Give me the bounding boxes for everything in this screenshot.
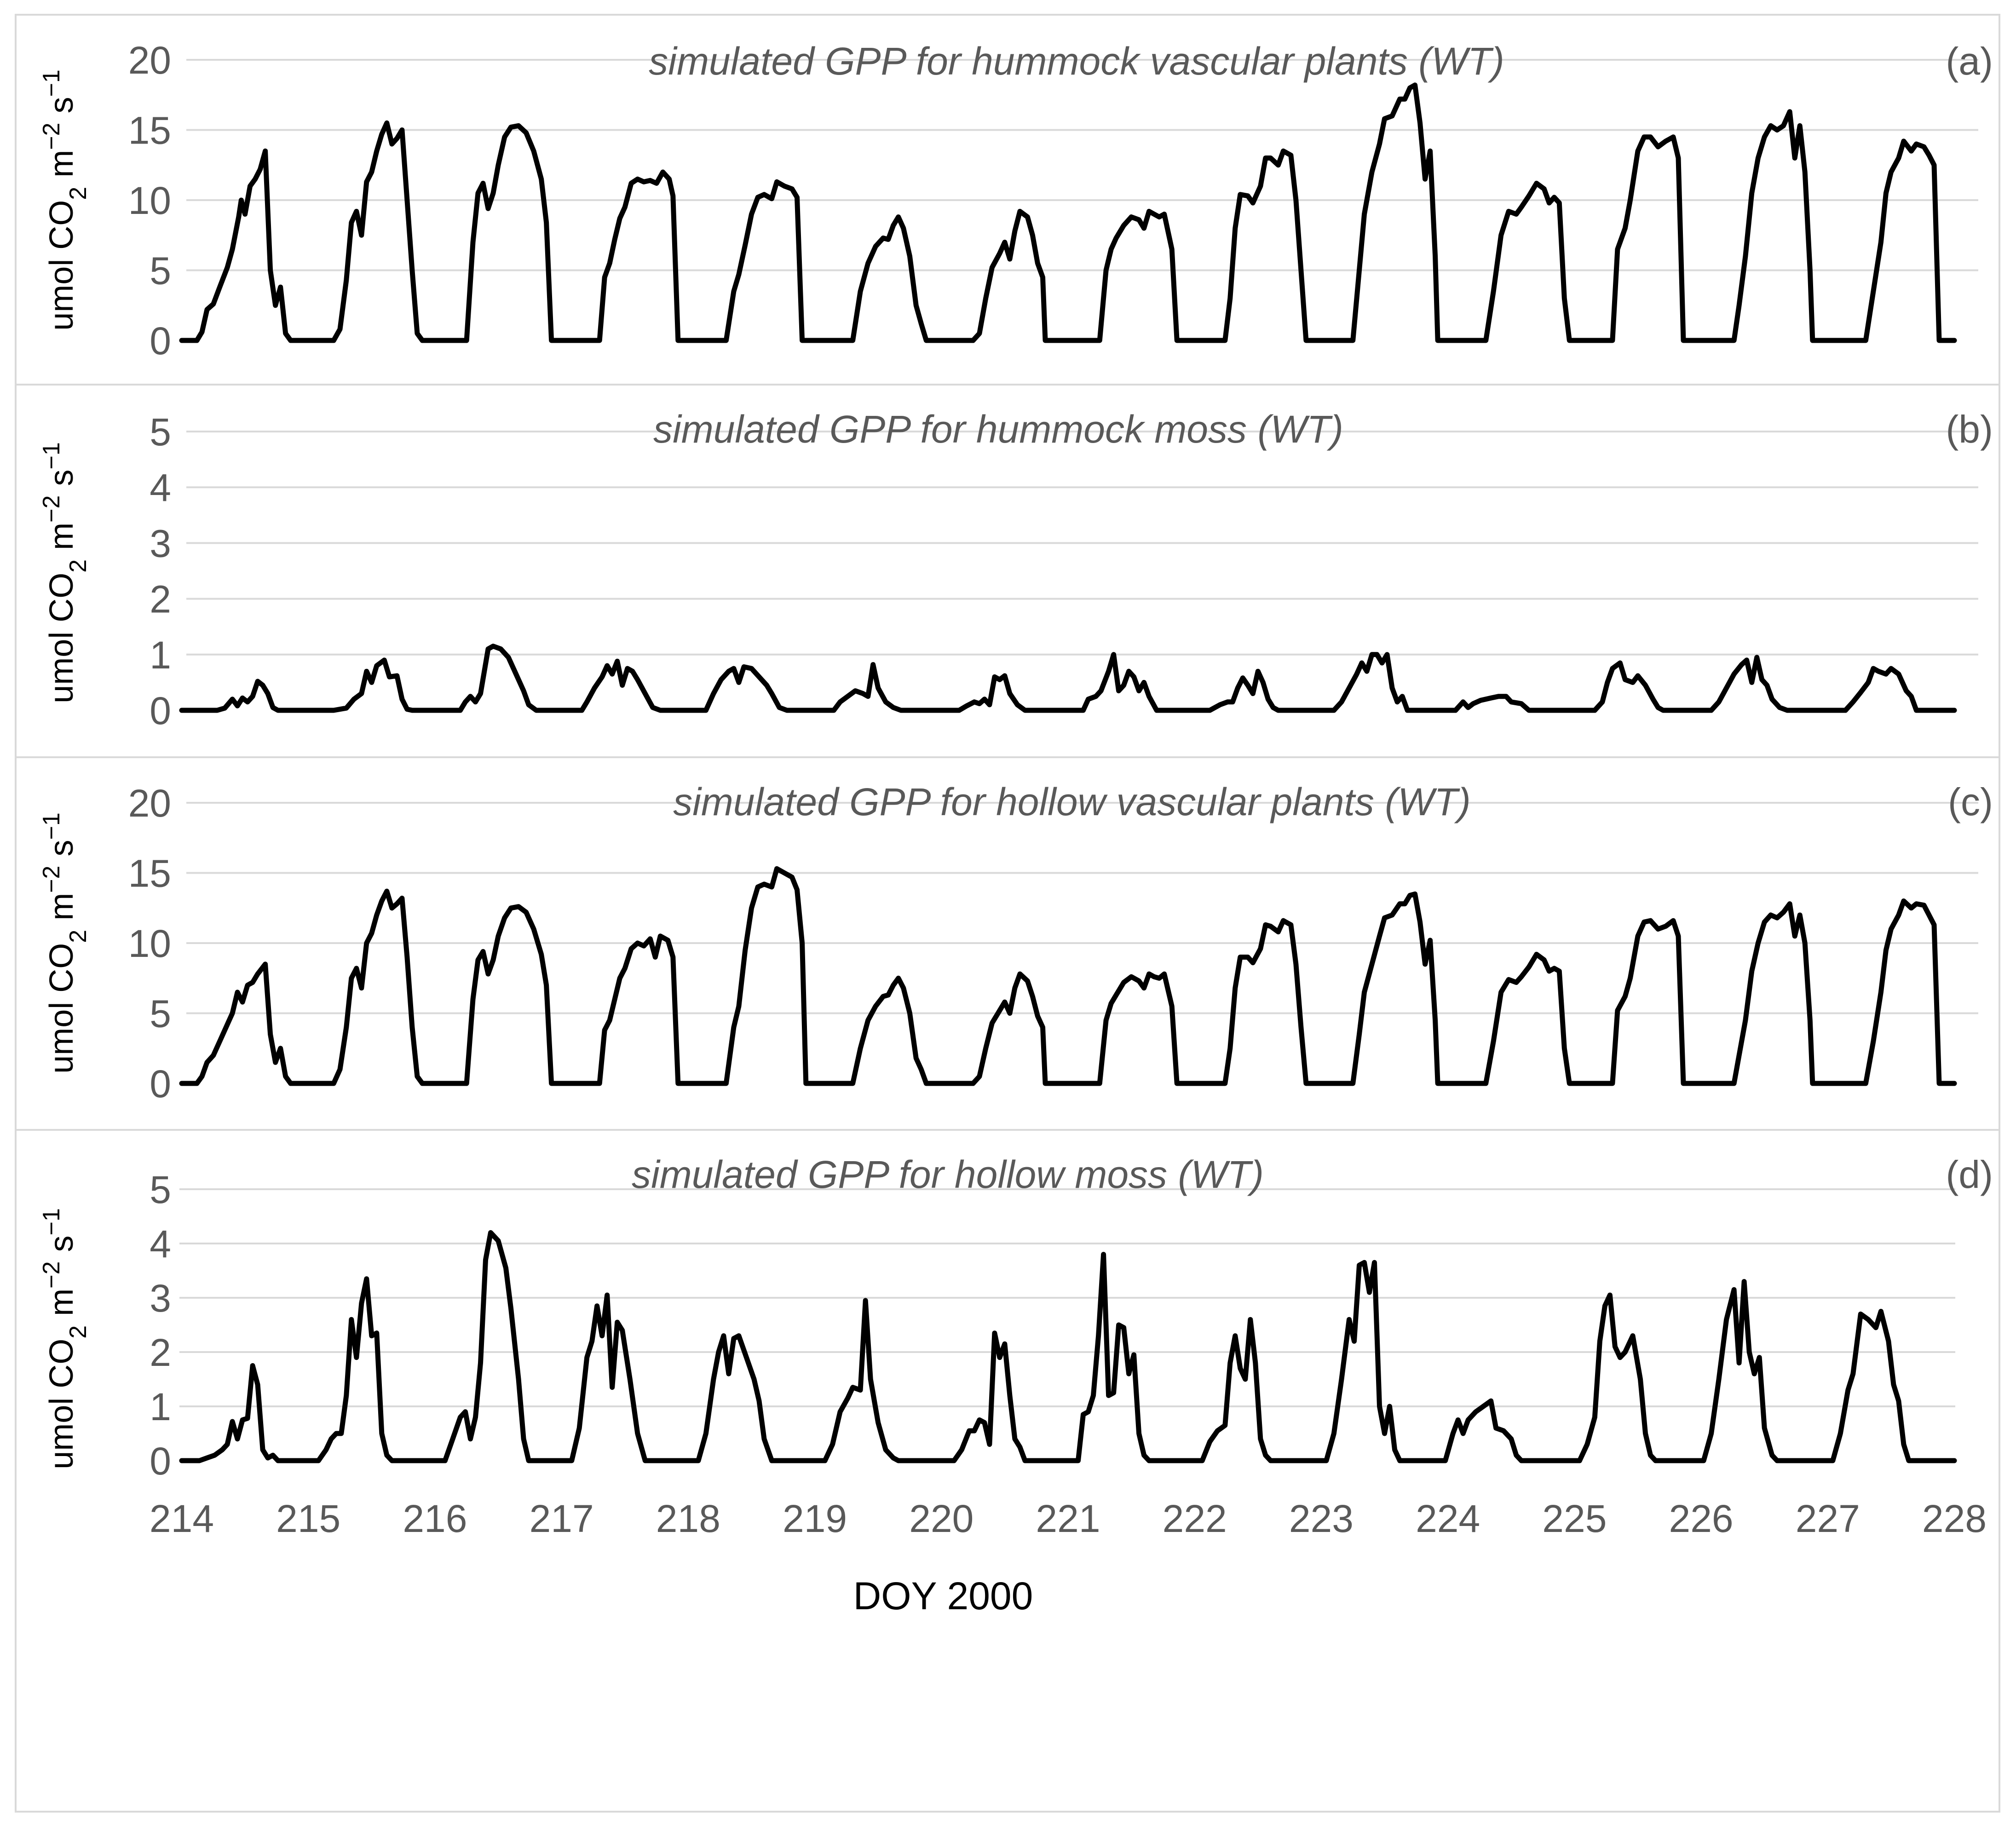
x-tick-219: 219 [783,1497,847,1540]
x-tick-218: 218 [656,1497,720,1540]
x-tick-220: 220 [909,1497,973,1540]
panel-b: 0 1 2 3 4 5 simulated GPP for hummock moss (W… [38,408,1993,732]
panel-b-ylabel: umol CO2 m−2 s−1 [38,442,92,703]
panel-d: 0 1 2 3 4 5 simulated GPP for hollow moss (WT… [38,1153,1993,1483]
panel-d-ytick-1: 1 [150,1385,171,1428]
x-axis-label: DOY 2000 [853,1574,1033,1618]
panel-d-ytick-3: 3 [150,1277,171,1320]
x-tick-227: 227 [1796,1497,1860,1540]
panel-a-ylabel: umol CO2 m−2 s−1 [38,69,92,331]
panel-a-ytick-10: 10 [128,179,171,222]
panel-b-ytick-3: 3 [150,522,171,565]
panel-b-title: simulated GPP for hummock moss (WT) [653,408,1343,451]
x-tick-223: 223 [1289,1497,1354,1540]
panel-b-ytick-2: 2 [150,578,171,621]
panel-c-ytick-10: 10 [128,922,171,965]
panel-a-tag: (a) [1946,40,1993,83]
panel-d-ytick-0: 0 [150,1439,171,1483]
panel-frame-d [15,1129,2000,1813]
panel-a-title: simulated GPP for hummock vascular plant… [649,40,1504,83]
x-tick-221: 221 [1036,1497,1100,1540]
panel-c-ytick-20: 20 [128,782,171,825]
panel-a: 0 5 10 15 20 simulated GPP for hummock vascu… [38,39,1993,363]
panel-d-tag: (d) [1946,1153,1993,1196]
panel-a-series-line [179,82,1957,343]
x-tick-217: 217 [530,1497,594,1540]
panel-a-ytick-15: 15 [128,109,171,152]
panel-b-ytick-5: 5 [150,410,171,454]
panel-c-series-line [179,866,1957,1086]
x-tick-222: 222 [1163,1497,1227,1540]
panel-b-series-line [179,644,1957,713]
panel-b-ytick-1: 1 [150,633,171,677]
panel-d-ytick-5: 5 [150,1168,171,1211]
panel-c: 0 5 10 15 20 simulated GPP for hollow vascul… [38,780,1993,1105]
panel-a-ytick-20: 20 [128,39,171,82]
panel-c-ytick-15: 15 [128,852,171,895]
panel-a-ytick-0: 0 [150,319,171,363]
x-tick-224: 224 [1416,1497,1480,1540]
panel-d-ytick-4: 4 [150,1222,171,1266]
x-tick-228: 228 [1922,1497,1987,1540]
x-tick-216: 216 [403,1497,467,1540]
panel-b-tag: (b) [1946,408,1993,451]
panel-c-ytick-0: 0 [150,1062,171,1105]
panel-d-title: simulated GPP for hollow moss (WT) [632,1153,1264,1196]
x-tick-225: 225 [1542,1497,1607,1540]
panel-a-ytick-5: 5 [150,249,171,293]
panel-c-title: simulated GPP for hollow vascular plants… [673,780,1470,823]
x-axis-ticks: 214 215 216 217 218 219 220 221 222 223 224 225 226 2… [150,1497,1987,1540]
panel-c-tag: (c) [1948,780,1993,823]
x-tick-214: 214 [150,1497,214,1540]
panel-d-series-line [179,1230,1957,1463]
panel-b-ytick-4: 4 [150,466,171,509]
panel-b-ytick-0: 0 [150,689,171,732]
panel-d-ytick-2: 2 [150,1331,171,1374]
x-tick-215: 215 [276,1497,340,1540]
x-tick-226: 226 [1669,1497,1733,1540]
panel-c-ytick-5: 5 [150,992,171,1036]
panel-c-ylabel: umol CO2 m−2 s−1 [38,812,92,1074]
panel-d-ylabel: umol CO2 m−2 s−1 [38,1208,92,1469]
